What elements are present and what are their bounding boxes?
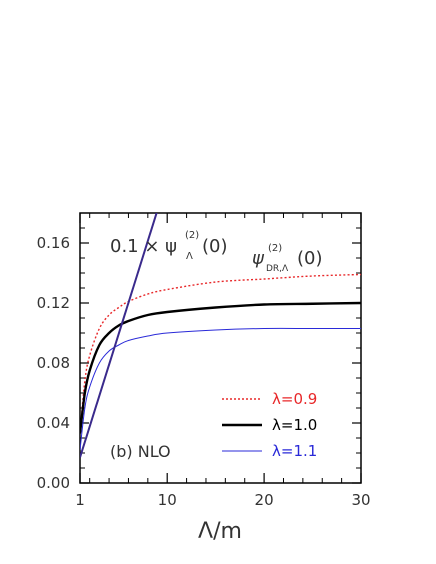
x-tick-label: 1 [75, 491, 85, 509]
panel-label: (b) NLO [110, 442, 171, 461]
y-tick-label: 0.00 [37, 474, 70, 492]
x-axis-label: Λ/m [198, 519, 242, 544]
series-line-1 [80, 301, 361, 434]
linear-curve-label: 0.1 × ψ [110, 236, 177, 257]
x-tick-label: 30 [351, 491, 370, 509]
ticks-layer: 0.00 0.04 0.08 0.12 0.16 1 10 20 30 [37, 213, 371, 509]
y-tick-label: 0.12 [37, 294, 70, 312]
y-tick-label: 0.04 [37, 414, 70, 432]
y-tick-label: 0.16 [37, 234, 70, 252]
dr-curves-label-arg: (0) [297, 248, 323, 269]
y-tick-label: 0.08 [37, 354, 70, 372]
linear-curve-label-arg: (0) [202, 236, 228, 257]
x-tick-label: 10 [158, 491, 177, 509]
series-layer [80, 213, 361, 458]
legend-label-1.1: λ=1.1 [272, 442, 317, 460]
legend-label-1.0: λ=1.0 [272, 416, 317, 434]
linear-curve-label-sup: (2) [185, 230, 199, 241]
legend: λ=0.9 λ=1.0 λ=1.1 [222, 390, 317, 460]
legend-label-0.9: λ=0.9 [272, 390, 317, 408]
dr-curves-label: ψ [252, 248, 265, 269]
linear-curve-label-sub: Λ [186, 251, 193, 262]
series-line-2 [80, 327, 361, 451]
series-line-0 [80, 273, 361, 434]
series-line-3 [80, 213, 158, 458]
dr-curves-label-sup: (2) [268, 243, 282, 254]
x-tick-label: 20 [255, 491, 274, 509]
dr-curves-label-sub: DR,Λ [266, 264, 289, 274]
